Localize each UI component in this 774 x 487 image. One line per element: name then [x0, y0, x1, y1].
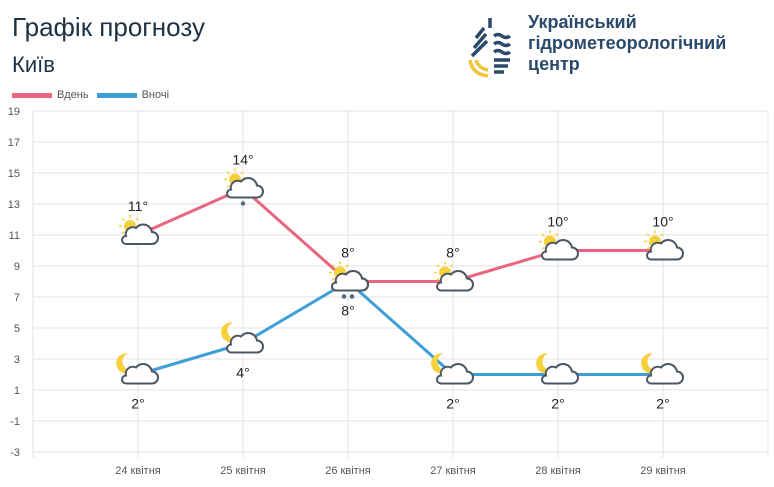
partly-cloudy-day-icon	[434, 261, 474, 292]
x-tick-label: 24 квітня	[115, 465, 161, 477]
sun-ray	[660, 233, 664, 237]
cloud-icon	[436, 363, 474, 385]
cloud-icon	[436, 270, 474, 292]
y-tick-label: 17	[8, 137, 20, 149]
partly-cloudy-day-icon	[539, 230, 579, 261]
chart-legend: Вдень Вночі	[12, 89, 177, 101]
partly-cloudy-night-icon	[536, 353, 579, 385]
cloud-icon	[541, 363, 579, 385]
partly-cloudy-day-light-rain-icon	[224, 168, 264, 206]
sun-ray	[450, 264, 454, 268]
cloud-icon	[226, 332, 264, 354]
night-temp-label: 2°	[446, 396, 459, 412]
legend-swatch-night	[96, 92, 137, 98]
sun-ray	[436, 277, 440, 281]
cloud-icon	[646, 363, 684, 385]
partly-cloudy-night-icon	[641, 353, 684, 385]
legend-swatch-day	[12, 92, 52, 98]
city-name: Київ	[12, 52, 55, 77]
raindrop-icon	[349, 294, 355, 299]
x-tick-label: 29 квітня	[640, 465, 686, 477]
day-temp-label: 8°	[341, 245, 354, 261]
cloud-icon	[121, 363, 159, 385]
partly-cloudy-day-icon	[644, 230, 684, 261]
x-tick-label: 25 квітня	[220, 465, 266, 477]
cloud-icon	[121, 223, 159, 245]
day-temp-label: 8°	[446, 245, 459, 261]
y-tick-label: 9	[14, 261, 20, 273]
day-temp-label: 11°	[128, 198, 148, 214]
day-temp-label: 10°	[652, 214, 673, 230]
org-line-1: Український	[528, 12, 637, 32]
cloud-icon	[541, 239, 579, 261]
y-tick-label: 7	[14, 292, 20, 304]
cloud-icon	[331, 270, 369, 292]
y-tick-label: 11	[9, 230, 20, 242]
x-tick-label: 26 квітня	[325, 465, 371, 477]
sun-ray	[646, 246, 650, 250]
legend-label-day: Вдень	[57, 89, 89, 101]
cloud-icon	[226, 177, 264, 199]
sun-ray	[121, 217, 125, 221]
y-tick-label: 1	[14, 385, 20, 397]
sun-ray	[121, 231, 125, 235]
sun-ray	[541, 233, 545, 237]
raindrop-icon	[240, 201, 246, 206]
sun-ray	[541, 246, 545, 250]
raindrop-icon	[341, 294, 347, 299]
y-tick-label: 13	[8, 199, 20, 211]
sun-ray	[345, 264, 349, 268]
hydromet-logo-icon	[468, 18, 512, 78]
sun-ray	[555, 233, 559, 237]
organization-name: Український гідрометеорологічний центр	[528, 12, 726, 75]
page-title: Графік прогнозу	[12, 12, 205, 42]
y-tick-label: 19	[8, 106, 20, 118]
moon-icon	[536, 353, 554, 374]
sun-ray	[240, 171, 244, 175]
partly-cloudy-night-icon	[431, 353, 474, 385]
day-temp-label: 14°	[232, 152, 253, 168]
sun-ray	[331, 277, 335, 281]
night-temp-label: 2°	[131, 396, 144, 412]
legend-label-night: Вночі	[141, 89, 170, 101]
y-tick-label: -1	[10, 416, 20, 428]
y-tick-label: 5	[14, 323, 20, 335]
night-temp-label: 2°	[551, 396, 564, 412]
sun-ray	[226, 171, 230, 175]
org-line-2: гідрометеорологічний	[528, 33, 727, 53]
legend-item-day[interactable]: Вдень	[12, 89, 89, 101]
y-tick-label: 3	[14, 354, 20, 366]
sun-ray	[436, 264, 440, 268]
moon-icon	[431, 353, 449, 374]
x-tick-label: 27 квітня	[430, 465, 476, 477]
moon-icon	[116, 353, 134, 374]
partly-cloudy-night-icon	[221, 322, 264, 354]
moon-icon	[221, 322, 239, 343]
x-tick-label: 28 квітня	[535, 465, 581, 477]
partly-cloudy-night-icon	[116, 353, 159, 385]
sun-ray	[226, 184, 230, 188]
cloud-icon	[646, 239, 684, 261]
night-temp-label: 4°	[236, 365, 249, 381]
partly-cloudy-day-icon	[119, 215, 159, 245]
legend-item-night[interactable]: Вночі	[96, 89, 170, 101]
y-tick-label: -3	[10, 447, 20, 459]
y-tick-label: 15	[8, 168, 20, 180]
day-temp-label: 10°	[547, 214, 568, 230]
moon-icon	[641, 353, 659, 374]
sun-ray	[646, 233, 650, 237]
org-line-3: центр	[528, 54, 580, 74]
partly-cloudy-day-rain-icon	[329, 261, 369, 299]
night-temp-label: 2°	[656, 396, 669, 412]
night-temp-label: 8°	[341, 303, 354, 319]
sun-ray	[135, 217, 139, 221]
sun-ray	[331, 264, 335, 268]
